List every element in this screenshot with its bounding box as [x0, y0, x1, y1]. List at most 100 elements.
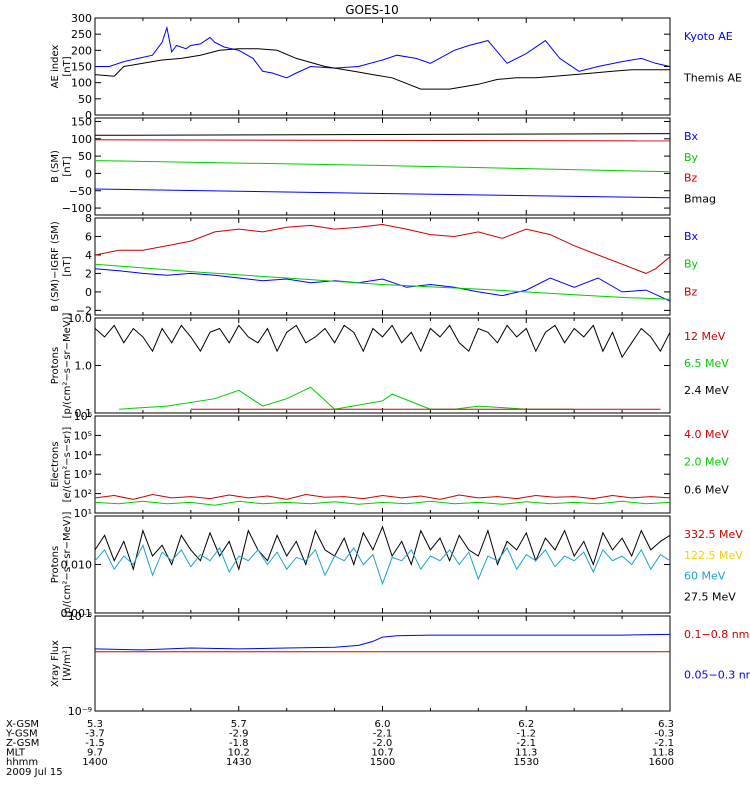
- ephemeris-value: 1430: [226, 757, 251, 768]
- series-line-protons_hi-1: [95, 543, 670, 586]
- legend-item: Themis AE: [683, 72, 742, 85]
- y-tick-label: 6: [85, 230, 92, 243]
- series-line-b-0: [95, 133, 670, 136]
- y-axis-label: [nT]: [62, 56, 73, 76]
- ephemeris-value: 1500: [370, 757, 395, 768]
- y-tick-label: 0.010: [61, 559, 93, 572]
- y-tick-label: 0: [85, 286, 92, 299]
- ephemeris-value: 11.3: [515, 748, 537, 759]
- series-line-ae-0: [95, 25, 670, 79]
- legend-item: 4.0 MeV: [684, 428, 729, 441]
- y-axis-label: Xray Flux: [50, 640, 61, 687]
- ephemeris-value: -2.0: [373, 738, 393, 749]
- y-axis-label: Electrons: [50, 441, 61, 487]
- ephemeris-row-label: Z-GSM: [6, 738, 39, 749]
- y-tick-label: 10.0: [68, 312, 93, 325]
- y-tick-label: 300: [71, 12, 92, 25]
- legend-item: 27.5 MeV: [684, 590, 736, 603]
- y-tick-label: −50: [69, 185, 92, 198]
- series-group: [95, 633, 670, 653]
- panel-electrons: 10¹ 10² 10³ 10⁴ 10⁵ 10⁶ Electrons [e/(cm²−s−sr)…: [50, 410, 729, 520]
- series-line-b-1: [95, 139, 670, 142]
- y-axis-label: [nT]: [62, 156, 73, 176]
- ephemeris-value: 1530: [514, 757, 539, 768]
- legend-item: 122.5 MeV: [684, 549, 743, 562]
- y-tick-label: 0.001: [61, 607, 93, 620]
- y-axis-label: AE index: [50, 45, 61, 89]
- y-axis-label: [p/(cm²−s−sr−MeV)]: [62, 511, 73, 617]
- legend-item: 12 MeV: [684, 330, 726, 343]
- series-group: [95, 493, 670, 506]
- legend-item: Bz: [684, 285, 698, 298]
- legend-item: 2.4 MeV: [684, 384, 729, 397]
- time-axis-block: X-GSM 5.3 5.7 6.0 6.2 6.3Y-GSM -3.7 -2.9 -2.1 -1.…: [5, 719, 674, 778]
- y-tick-label: 0: [85, 167, 92, 180]
- ephemeris-value: 11.8: [652, 748, 674, 759]
- y-tick-label: 0.1: [75, 407, 93, 420]
- y-axis-label: [nT]: [62, 256, 73, 276]
- y-tick-label: 2: [85, 267, 92, 280]
- series-line-bdiff-2: [95, 263, 670, 300]
- ephemeris-value: 10.7: [371, 748, 393, 759]
- legend-item: Bx: [684, 230, 699, 243]
- panel-ae: 0 50 100 150 200 250 300 AE index [nT] Kyoto AE Th…: [50, 12, 742, 122]
- ephemeris-value: -2.1: [516, 738, 536, 749]
- series-line-protons_lo-0: [95, 324, 670, 359]
- ephemeris-value: 5.7: [231, 719, 247, 730]
- ephemeris-row-label: X-GSM: [6, 719, 39, 730]
- series-line-protons_lo-1: [118, 386, 575, 410]
- y-tick-label: 250: [71, 28, 92, 41]
- series-line-protons_hi-0: [95, 525, 670, 571]
- ephemeris-value: 5.3: [87, 719, 103, 730]
- y-axis-label: [e/(cm²−s−sr)]: [62, 427, 73, 503]
- legend-item: 60 MeV: [684, 570, 726, 583]
- y-axis-label: [p/(cm²−s−sr−MeV)]: [62, 312, 73, 418]
- y-tick-label: −2: [76, 304, 92, 317]
- ephemeris-value: -1.2: [516, 729, 536, 740]
- ephemeris-value: 9.7: [87, 748, 103, 759]
- y-tick-label: 8: [85, 212, 92, 225]
- ephemeris-value: 1400: [82, 757, 107, 768]
- ephemeris-value: -1.5: [85, 738, 105, 749]
- y-tick-label: 200: [71, 44, 92, 57]
- y-tick-label: 10²: [74, 488, 92, 501]
- legend-item: 332.5 MeV: [684, 528, 743, 541]
- date-label: 2009 Jul 15: [6, 767, 63, 778]
- y-tick-label: 10⁻⁹: [68, 705, 92, 718]
- ephemeris-value: 6.3: [658, 719, 674, 730]
- ephemeris-value: 6.2: [518, 719, 534, 730]
- panel-xray: 10⁻⁹ 10⁻⁸ Xray Flux [W/m²] 0.1−0.8 nm 0.05−0.…: [50, 610, 750, 718]
- y-tick-label: 50: [78, 93, 92, 106]
- y-tick-label: 150: [71, 115, 92, 128]
- legend-item: 0.6 MeV: [684, 483, 729, 496]
- panel-bdiff: −2 0 2 4 6 8 B (SM)−IGRF (SM) [nT] Bx By Bz: [50, 212, 699, 317]
- ephemeris-value: -1.8: [229, 738, 249, 749]
- series-group: [95, 324, 670, 410]
- y-tick-label: 0: [85, 109, 92, 122]
- series-line-b-3: [95, 188, 670, 199]
- legend-item: 0.05−0.3 nm: [684, 669, 750, 682]
- y-tick-label: 10⁵: [74, 429, 92, 442]
- series-group: [95, 525, 670, 586]
- y-axis-label: B (SM): [50, 150, 61, 183]
- legend-item: 6.5 MeV: [684, 357, 729, 370]
- ephemeris-value: 1600: [649, 757, 674, 768]
- ephemeris-value: -0.3: [654, 729, 674, 740]
- y-tick-label: 10⁴: [74, 449, 93, 462]
- y-axis-label: Protons: [50, 546, 61, 583]
- y-tick-label: 100: [71, 77, 92, 90]
- series-group: [95, 223, 670, 302]
- y-tick-label: 100: [71, 133, 92, 146]
- y-axis-label: B (SM)−IGRF (SM): [50, 221, 61, 312]
- y-tick-label: 50: [78, 150, 92, 163]
- legend-item: By: [684, 151, 699, 164]
- y-tick-label: 10³: [74, 468, 92, 481]
- y-tick-label: 4: [85, 249, 92, 262]
- series-line-bdiff-1: [95, 268, 670, 302]
- ephemeris-value: -2.1: [373, 729, 393, 740]
- series-line-xray-1: [95, 633, 670, 651]
- ephemeris-value: -2.1: [654, 738, 674, 749]
- y-axis-label: [W/m²]: [62, 646, 73, 681]
- y-tick-label: 10⁻⁸: [68, 610, 93, 623]
